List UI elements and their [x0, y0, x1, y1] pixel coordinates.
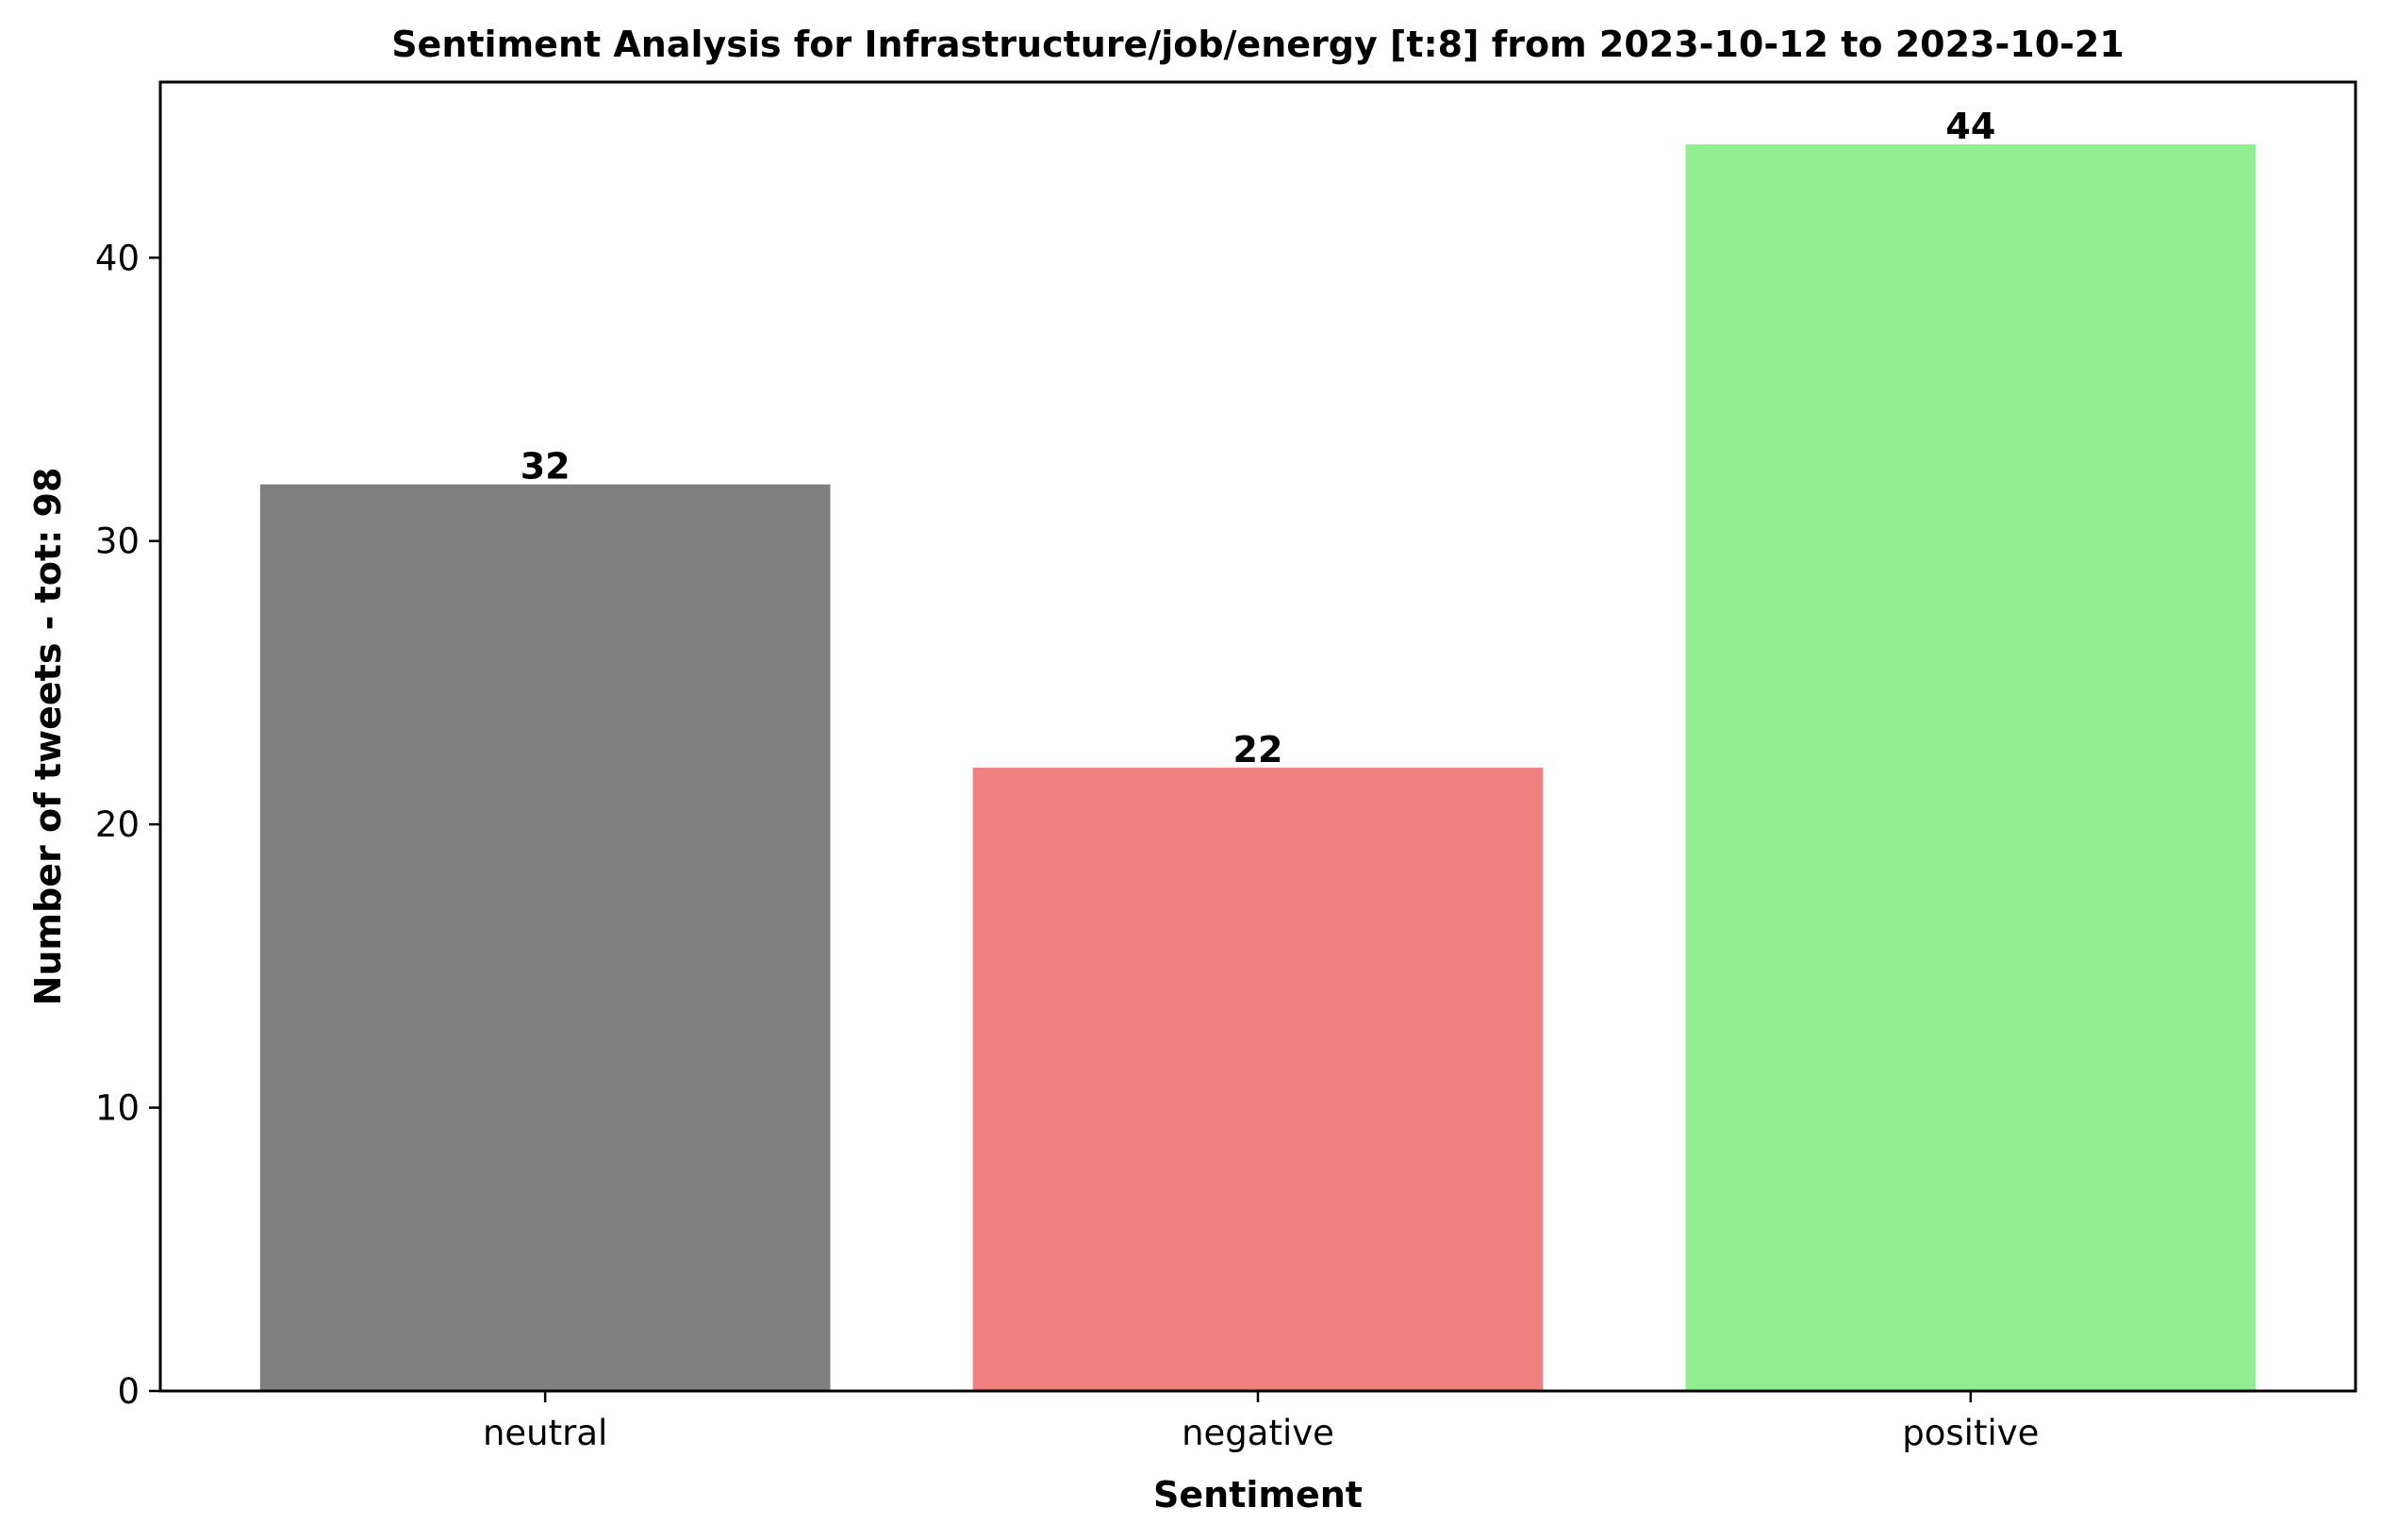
y-tick-label-0: 0 [117, 1371, 140, 1412]
x-tick-label-positive: positive [1902, 1413, 2039, 1453]
x-tick-label-negative: negative [1182, 1413, 1334, 1453]
y-tick-label-40: 40 [95, 238, 140, 278]
bars-layer [259, 144, 2257, 1392]
x-tick-label-neutral: neutral [483, 1413, 607, 1453]
data-label-negative: 22 [1233, 729, 1283, 770]
bar-negative [972, 768, 1544, 1391]
data-labels: 32 22 44 [521, 106, 1996, 770]
y-tick-label-30: 30 [95, 522, 140, 562]
x-axis-label: Sentiment [1153, 1474, 1363, 1515]
y-axis: 0 10 20 30 40 [95, 238, 160, 1412]
x-axis: neutral negative positive [483, 1391, 2039, 1453]
y-tick-label-10: 10 [95, 1088, 140, 1129]
bar-neutral [259, 484, 831, 1391]
y-tick-label-20: 20 [95, 804, 140, 845]
data-label-positive: 44 [1945, 106, 1995, 147]
data-label-neutral: 32 [521, 446, 570, 488]
chart-title: Sentiment Analysis for Infrastructure/jo… [391, 24, 2125, 65]
y-axis-label: Number of tweets - tot: 98 [27, 468, 69, 1006]
bar-positive [1685, 144, 2257, 1392]
